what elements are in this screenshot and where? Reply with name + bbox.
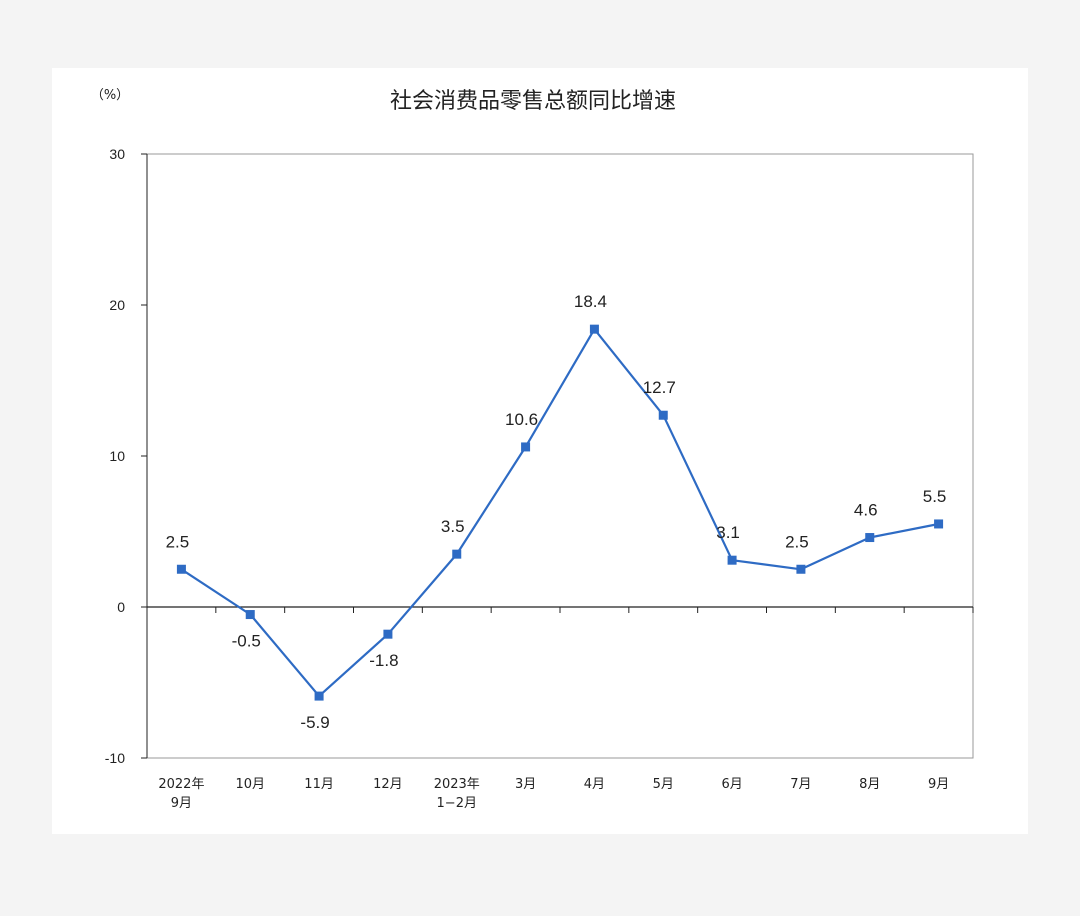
y-tick-label: 10	[109, 448, 125, 464]
x-tick-label: 8月	[859, 777, 880, 792]
data-label: 5.5	[923, 487, 947, 506]
x-tick-label-line: 9月	[928, 777, 949, 792]
x-tick-label-line: 6月	[721, 777, 742, 792]
x-tick-label-line: 5月	[653, 777, 674, 792]
y-unit-label: （%）	[91, 88, 129, 103]
data-label: 3.5	[441, 517, 465, 536]
x-tick-label-line: 10月	[235, 777, 265, 792]
data-point-marker	[589, 324, 599, 334]
data-label: 2.5	[785, 532, 809, 551]
data-label: 3.1	[716, 523, 740, 542]
line-chart: 社会消费品零售总额同比增速 （%） 30 20 10 0 -10 2022年 9月 10月 1…	[91, 88, 974, 811]
x-tick-label-line: 11月	[304, 777, 334, 792]
x-tick-label: 9月	[928, 777, 949, 792]
x-tick-label: 12月	[373, 777, 403, 792]
data-point-marker	[452, 549, 462, 559]
x-tick-label-line: 3月	[515, 777, 536, 792]
x-tick-label: 3月	[515, 777, 536, 792]
series-line	[180, 328, 939, 698]
x-tick-label: 11月	[304, 777, 334, 792]
data-point-marker	[314, 691, 324, 701]
x-tick-label-line: 2023年	[434, 777, 480, 792]
y-tick-label: 0	[117, 599, 125, 615]
plot-frame	[146, 153, 974, 759]
data-label: -1.8	[369, 651, 398, 670]
data-label: 10.6	[505, 410, 538, 429]
data-point-marker	[521, 442, 531, 452]
data-point-marker	[934, 519, 944, 529]
data-point-marker	[658, 410, 668, 420]
x-tick-label-line: 12月	[373, 777, 403, 792]
chart-title: 社会消费品零售总额同比增速	[390, 89, 676, 114]
data-point-marker	[176, 564, 186, 574]
x-tick-label: 5月	[653, 777, 674, 792]
data-point-marker	[865, 533, 875, 543]
data-label: 18.4	[574, 292, 607, 311]
data-label: 4.6	[854, 501, 878, 520]
y-tick-label: 30	[109, 146, 125, 162]
x-tick-label: 6月	[721, 777, 742, 792]
data-label: 12.7	[643, 378, 676, 397]
x-tick-label-line: 1−2月	[437, 796, 477, 811]
x-tick-label-line: 8月	[859, 777, 880, 792]
data-point-marker	[245, 610, 255, 620]
x-tick-label: 4月	[584, 777, 605, 792]
x-tick-label-line: 9月	[171, 796, 192, 811]
y-tick-label: 20	[109, 297, 125, 313]
x-tick-label: 10月	[235, 777, 265, 792]
chart-card: 社会消费品零售总额同比增速 （%） 30 20 10 0 -10 2022年 9月 10月 1…	[52, 68, 1028, 834]
data-label: -5.9	[300, 713, 329, 732]
data-point-marker	[727, 555, 737, 565]
x-tick-label: 7月	[790, 777, 811, 792]
data-label: -0.5	[232, 632, 261, 651]
x-tick-label-line: 2022年	[158, 777, 204, 792]
data-label: 2.5	[166, 532, 190, 551]
x-tick-label: 2023年 1−2月	[434, 777, 480, 811]
x-tick-label: 2022年 9月	[158, 777, 204, 811]
data-point-marker	[796, 564, 806, 574]
x-tick-label-line: 7月	[790, 777, 811, 792]
data-point-marker	[383, 629, 393, 639]
x-tick-label-line: 4月	[584, 777, 605, 792]
y-tick-label: -10	[105, 750, 125, 766]
